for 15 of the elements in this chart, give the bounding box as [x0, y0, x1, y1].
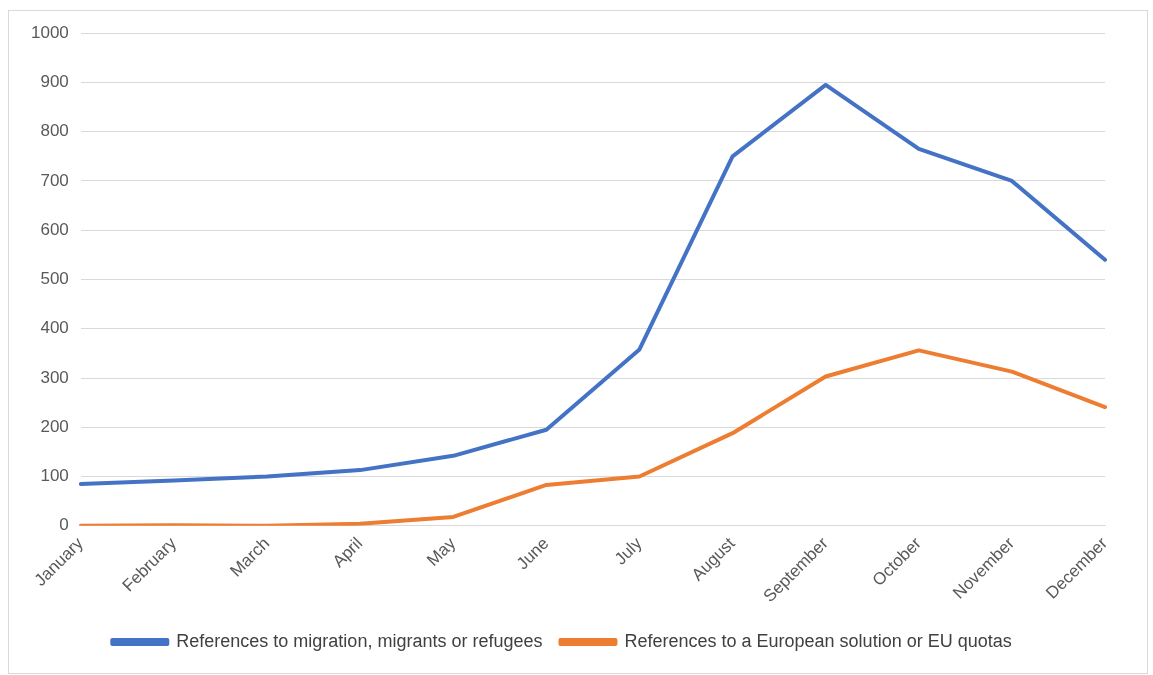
y-tick-label: 400 [40, 318, 69, 338]
y-tick-label: 700 [40, 170, 69, 190]
y-tick-label: 1000 [30, 22, 69, 42]
y-tick-label: 100 [40, 466, 69, 486]
y-tick-label: 600 [40, 219, 69, 239]
x-tick-label: May [423, 533, 460, 570]
x-tick-label: July [610, 533, 646, 569]
legend-label: References to a European solution or EU quotas [624, 630, 1012, 651]
y-tick-label: 0 [59, 515, 69, 535]
legend-label: References to migration, migrants or refugees [176, 630, 543, 651]
y-tick-label: 200 [40, 416, 69, 436]
y-tick-label: 800 [40, 121, 69, 141]
y-tick-label: 900 [40, 72, 69, 92]
y-tick-label: 500 [40, 269, 69, 289]
y-tick-label: 300 [40, 367, 69, 387]
